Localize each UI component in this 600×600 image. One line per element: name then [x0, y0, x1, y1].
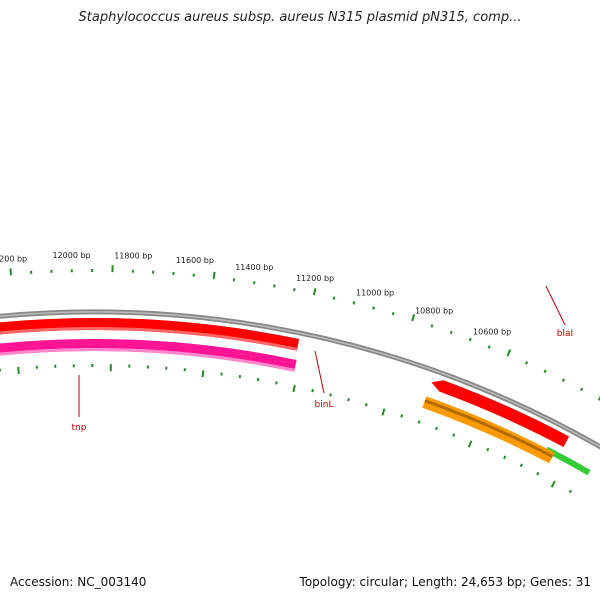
- gene-forward-2: [431, 380, 570, 448]
- scale-tick-inner: [568, 489, 573, 494]
- scale-label: 11200 bp: [296, 274, 334, 283]
- scale-tick-outer: [273, 284, 276, 288]
- scale-tick-inner: [400, 414, 404, 418]
- gene-label-blaI: blaI: [557, 329, 573, 339]
- scale-tick-inner: [275, 381, 278, 385]
- scale-tick-outer: [543, 369, 547, 374]
- scale-label: 12200 bp: [0, 254, 27, 263]
- scale-tick-outer: [391, 311, 395, 316]
- scale-tick-outer: [372, 306, 375, 310]
- scale-tick-outer: [9, 268, 12, 276]
- scale-tick-inner: [519, 463, 523, 468]
- scale-tick-inner: [311, 388, 314, 393]
- scale-tick-inner: [503, 455, 507, 460]
- scale-tick-outer: [580, 387, 584, 392]
- scale-tick-inner: [17, 366, 20, 375]
- scale-tick-inner: [329, 393, 332, 397]
- scale-tick-outer: [597, 395, 600, 401]
- scale-tick-outer: [312, 288, 317, 296]
- scale-label: 11400 bp: [235, 263, 273, 272]
- scale-tick-outer: [332, 296, 336, 300]
- scale-tick-inner: [381, 408, 386, 416]
- scale-tick-inner: [292, 384, 296, 393]
- scale-tick-outer: [352, 301, 356, 305]
- scale-tick-outer: [506, 349, 512, 357]
- gene-blaI-edge: [424, 399, 554, 458]
- map-title: Staphylococcus aureus subsp. aureus N315…: [78, 10, 522, 25]
- scale-label: 11000 bp: [356, 289, 394, 298]
- scale-tick-outer: [561, 378, 565, 382]
- scale-tick-outer: [430, 324, 434, 328]
- scale-tick-outer: [525, 361, 529, 365]
- scale-tick-inner: [201, 370, 205, 378]
- scale-tick-outer: [411, 313, 416, 322]
- scale-tick-inner: [536, 471, 540, 476]
- gene-tnp-binL-shade: [0, 348, 295, 372]
- gene-small-green: [545, 446, 591, 476]
- scale-label: 11800 bp: [114, 252, 152, 261]
- gene-forward-1-shade: [0, 327, 298, 351]
- scale-tick-inner: [550, 480, 556, 488]
- scale-tick-inner: [347, 397, 350, 402]
- gene-label-tnp: tnp: [72, 423, 87, 433]
- scale-label: 12000 bp: [52, 251, 90, 260]
- backbone-highlight: [0, 311, 600, 448]
- scale-tick-inner: [435, 426, 438, 431]
- leader-line-blaI: [545, 285, 566, 326]
- scale-tick-outer: [449, 330, 453, 335]
- scale-label: 10800 bp: [415, 306, 453, 315]
- scale-tick-outer: [293, 287, 296, 292]
- gene-forward-1: [0, 318, 300, 351]
- scale-tick-outer: [212, 271, 216, 279]
- accession-label: Accession: NC_003140: [10, 575, 147, 589]
- scale-label: 11600 bp: [176, 256, 214, 265]
- scale-tick-inner: [452, 433, 456, 437]
- scale-tick-inner: [417, 420, 421, 424]
- leader-line-binL: [314, 350, 325, 394]
- scale-tick-inner: [486, 447, 490, 452]
- scale-tick-inner: [467, 440, 473, 448]
- scale-tick-inner: [256, 377, 260, 382]
- scale-tick-outer: [468, 337, 472, 342]
- scale-tick-outer: [487, 345, 491, 349]
- gene-label-binL: binL: [315, 400, 334, 410]
- gene-tnp-binL: [0, 339, 297, 372]
- scale-label: 10600 bp: [473, 328, 511, 337]
- topology-summary: Topology: circular; Length: 24,653 bp; G…: [299, 575, 591, 589]
- scale-tick-inner: [364, 403, 368, 407]
